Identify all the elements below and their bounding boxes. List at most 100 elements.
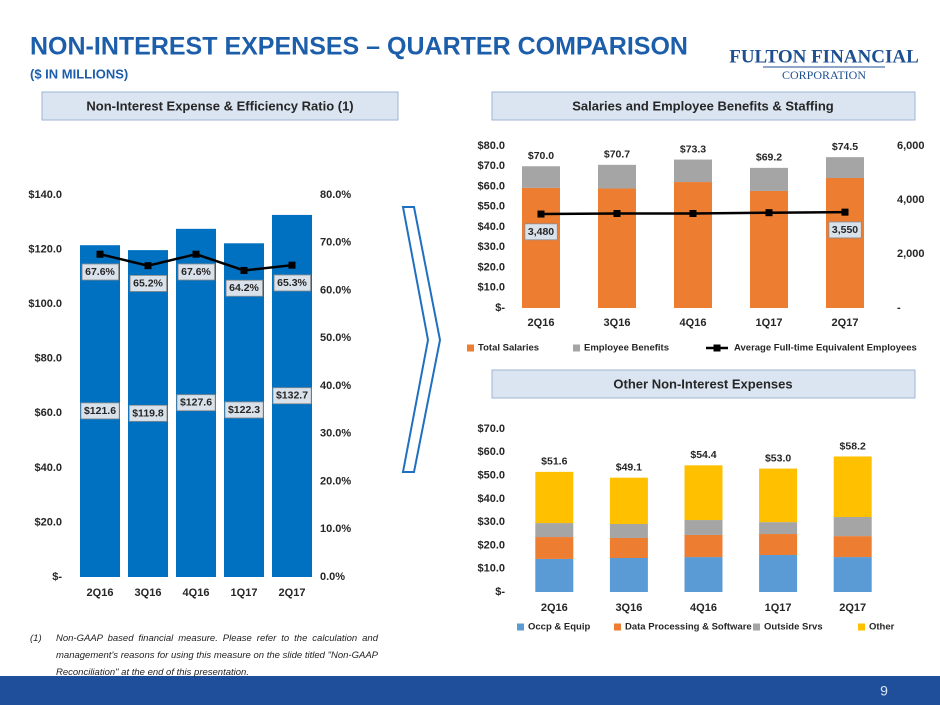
label-box [129, 275, 167, 292]
legend-label: Other [869, 622, 895, 633]
panel-title: Salaries and Employee Benefits & Staffin… [572, 98, 834, 113]
y-tick-label: $60.0 [477, 446, 505, 458]
legend-swatch [858, 623, 865, 631]
y-tick-label: $10.0 [477, 282, 505, 294]
total-label: $53.0 [765, 452, 791, 464]
x-tick-label: 2Q17 [839, 602, 866, 614]
footer-band [0, 676, 940, 705]
y-tick-label: $- [52, 571, 62, 583]
line-value-label: 3,550 [832, 224, 858, 236]
bar [674, 159, 712, 183]
legend-label: Outside Srvs [764, 622, 823, 633]
y2-tick-label: 20.0% [320, 475, 351, 487]
bar [674, 182, 712, 308]
x-tick-label: 3Q16 [615, 602, 642, 614]
y2-tick-label: 10.0% [320, 523, 351, 535]
panel-title: Other Non-Interest Expenses [613, 376, 792, 391]
logo-subname: CORPORATION [782, 68, 866, 82]
line-marker [288, 261, 296, 269]
line-marker [96, 250, 104, 258]
y2-tick-label: 80.0% [320, 189, 351, 201]
bar [750, 167, 788, 191]
y-tick-label: $20.0 [477, 261, 505, 273]
y-tick-label: $100.0 [28, 298, 62, 310]
arrow [401, 206, 442, 473]
bar [535, 537, 574, 559]
x-tick-label: 1Q17 [231, 587, 258, 599]
bar-value-label: $119.8 [132, 407, 164, 419]
logo-name: FULTON FINANCIAL [729, 46, 919, 67]
x-tick-label: 2Q16 [541, 602, 568, 614]
y-tick-label: $30.0 [477, 516, 505, 528]
line-value-label: 67.6% [85, 266, 115, 278]
page-number: 9 [880, 683, 888, 699]
bar [609, 537, 648, 559]
line-value-label: 64.2% [229, 282, 259, 294]
line-marker [240, 266, 248, 274]
x-tick-label: 4Q16 [183, 587, 210, 599]
total-label: $70.0 [528, 150, 554, 162]
line-value-label: 3,480 [528, 226, 554, 238]
bar [598, 164, 636, 189]
total-label: $54.4 [690, 449, 716, 461]
bar [598, 188, 636, 308]
legend-swatch [753, 623, 760, 631]
y2-tick-label: 70.0% [320, 237, 351, 249]
bar-value-label: $127.6 [180, 397, 212, 409]
legend-label: Data Processing & Software [625, 622, 752, 633]
x-tick-label: 1Q17 [756, 317, 783, 329]
bar [522, 166, 560, 188]
bar [833, 536, 872, 558]
label-box [80, 402, 120, 420]
panel-title: Non-Interest Expense & Efficiency Ratio … [86, 98, 353, 113]
x-tick-label: 3Q16 [135, 587, 162, 599]
bar [609, 524, 648, 538]
line-value-label: 67.6% [181, 266, 211, 278]
label-box [81, 263, 119, 281]
line-value-label: 65.2% [133, 277, 163, 289]
y-tick-label: $20.0 [477, 539, 505, 551]
y-tick-label: $70.0 [477, 423, 505, 435]
label-box [224, 401, 264, 419]
footnote-text: Non-GAAP based financial measure. Please… [56, 633, 378, 678]
bar [609, 477, 648, 525]
legend-label: Employee Benefits [584, 343, 669, 354]
y-tick-label: $60.0 [34, 407, 62, 419]
slide-title: NON-INTEREST EXPENSES – QUARTER COMPARIS… [30, 33, 688, 61]
total-label: $73.3 [680, 143, 706, 155]
bar [750, 190, 788, 308]
y-tick-label: $120.0 [28, 243, 62, 255]
bar [535, 523, 574, 538]
panel-header [491, 91, 916, 121]
line-marker [192, 250, 200, 258]
bar-value-label: $122.3 [228, 404, 260, 416]
label-box [176, 394, 216, 412]
line-marker [765, 209, 773, 217]
y2-tick-label: 50.0% [320, 332, 351, 344]
line-value-label: 65.3% [277, 277, 307, 289]
y-tick-label: $140.0 [28, 189, 62, 201]
bar [759, 554, 798, 592]
legend-label: Average Full-time Equivalent Employees [734, 343, 917, 354]
bar [535, 558, 574, 592]
label-box [177, 263, 215, 281]
legend-swatch [614, 623, 621, 631]
label-box [272, 387, 312, 405]
bar [522, 187, 560, 308]
y-tick-label: $20.0 [34, 516, 62, 528]
legend-label: Total Salaries [478, 343, 539, 354]
bar [833, 456, 872, 518]
total-label: $69.2 [756, 152, 782, 164]
y-tick-label: $50.0 [477, 201, 505, 213]
slide-subtitle: ($ IN MILLIONS) [30, 66, 128, 81]
y-tick-label: $10.0 [477, 563, 505, 575]
line-marker [537, 210, 545, 218]
bar [535, 471, 574, 524]
bar [759, 534, 798, 555]
bar [684, 520, 723, 535]
panel-header [491, 369, 916, 399]
legend-label: Occp & Equip [528, 622, 590, 633]
legend-swatch [517, 623, 524, 631]
